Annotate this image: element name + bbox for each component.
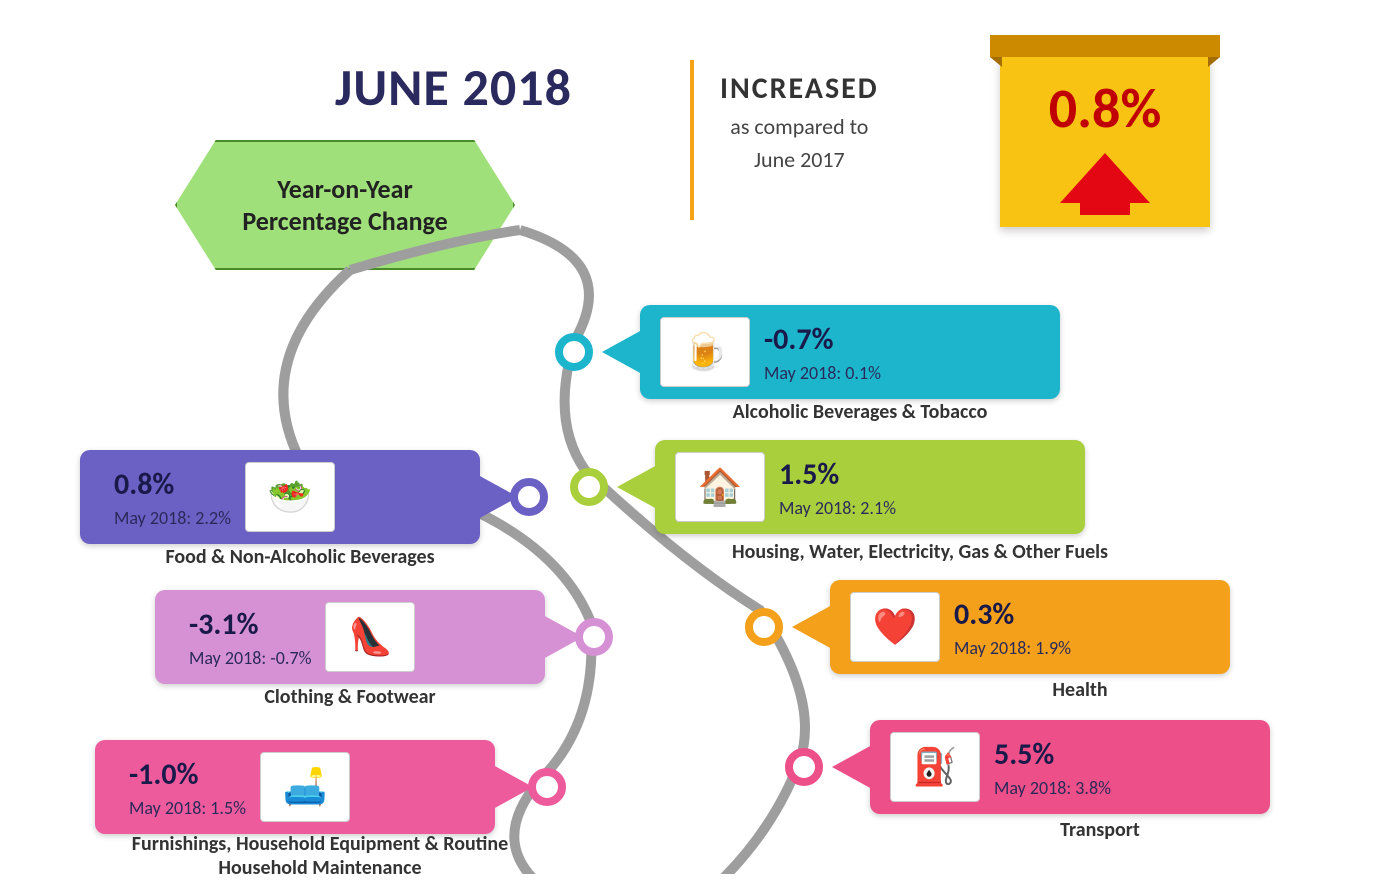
callout-tail [792, 605, 832, 649]
callout-food: 0.8% May 2018: 2.2% 🥗 [80, 450, 480, 544]
hex-line2: Percentage Change [177, 205, 513, 237]
increased-label: INCREASED [720, 70, 879, 107]
callout-text: 5.5% May 2018: 3.8% [980, 736, 1125, 799]
title-divider [690, 60, 694, 220]
callout-alcohol: 🍺 -0.7% May 2018: 0.1% [640, 305, 1060, 399]
badge-body: 0.8% [1000, 57, 1210, 227]
alcohol-label: Alcoholic Beverages & Tobacco [670, 400, 1050, 424]
callout-furnishings: -1.0% May 2018: 1.5% 🛋️ [95, 740, 495, 834]
node-housing [570, 468, 608, 506]
health-label: Health [980, 678, 1180, 702]
callout-text: 0.3% May 2018: 1.9% [940, 596, 1085, 659]
increased-sub2: June 2017 [720, 146, 879, 173]
food-pct: 0.8% [114, 466, 231, 503]
callout-text: 1.5% May 2018: 2.1% [765, 456, 910, 519]
transport-label: Transport [1000, 818, 1200, 842]
callout-tail [617, 465, 657, 509]
node-clothing [575, 618, 613, 656]
callout-clothing: -3.1% May 2018: -0.7% 👠 [155, 590, 545, 684]
hex-line1: Year-on-Year [177, 173, 513, 205]
node-health [745, 608, 783, 646]
housing-pct: 1.5% [779, 456, 896, 493]
transport-prev: May 2018: 3.8% [994, 777, 1111, 799]
transport-icon: ⛽ [890, 732, 980, 802]
food-icon: 🥗 [245, 462, 335, 532]
infographic-container: JUNE 2018 INCREASED as compared to June … [0, 0, 1398, 874]
page-title: JUNE 2018 [335, 55, 572, 119]
increased-block: INCREASED as compared to June 2017 [720, 70, 879, 173]
badge-ribbon [990, 35, 1220, 57]
node-food [510, 478, 548, 516]
callout-health: ❤️ 0.3% May 2018: 1.9% [830, 580, 1230, 674]
callout-housing: 🏠 1.5% May 2018: 2.1% [655, 440, 1085, 534]
hex-label: Year-on-Year Percentage Change [175, 140, 515, 270]
food-label: Food & Non-Alcoholic Beverages [100, 545, 500, 569]
headline-badge: 0.8% [990, 35, 1220, 227]
increased-sub1: as compared to [720, 113, 879, 140]
health-icon: ❤️ [850, 592, 940, 662]
clothing-prev: May 2018: -0.7% [189, 647, 311, 669]
node-alcohol [555, 333, 593, 371]
furnishings-pct: -1.0% [129, 756, 246, 793]
alcohol-pct: -0.7% [764, 321, 881, 358]
health-pct: 0.3% [954, 596, 1071, 633]
callout-text: 0.8% May 2018: 2.2% [100, 466, 245, 529]
clothing-label: Clothing & Footwear [200, 685, 500, 709]
food-prev: May 2018: 2.2% [114, 507, 231, 529]
alcohol-icon: 🍺 [660, 317, 750, 387]
callout-text: -3.1% May 2018: -0.7% [175, 606, 325, 669]
clothing-pct: -3.1% [189, 606, 311, 643]
furnishings-prev: May 2018: 1.5% [129, 797, 246, 819]
arrow-up-icon [1060, 153, 1150, 203]
callout-tail [602, 330, 642, 374]
callout-tail [832, 745, 872, 789]
callout-tail [493, 765, 533, 809]
health-prev: May 2018: 1.9% [954, 637, 1071, 659]
alcohol-prev: May 2018: 0.1% [764, 362, 881, 384]
housing-icon: 🏠 [675, 452, 765, 522]
callout-text: -0.7% May 2018: 0.1% [750, 321, 895, 384]
node-transport [785, 748, 823, 786]
node-furnishings [528, 768, 566, 806]
transport-pct: 5.5% [994, 736, 1111, 773]
headline-pct: 0.8% [1000, 75, 1210, 143]
furnishings-label: Furnishings, Household Equipment & Routi… [80, 832, 560, 880]
housing-prev: May 2018: 2.1% [779, 497, 896, 519]
furnishings-icon: 🛋️ [260, 752, 350, 822]
housing-label: Housing, Water, Electricity, Gas & Other… [660, 540, 1180, 564]
callout-text: -1.0% May 2018: 1.5% [115, 756, 260, 819]
callout-transport: ⛽ 5.5% May 2018: 3.8% [870, 720, 1270, 814]
clothing-icon: 👠 [325, 602, 415, 672]
